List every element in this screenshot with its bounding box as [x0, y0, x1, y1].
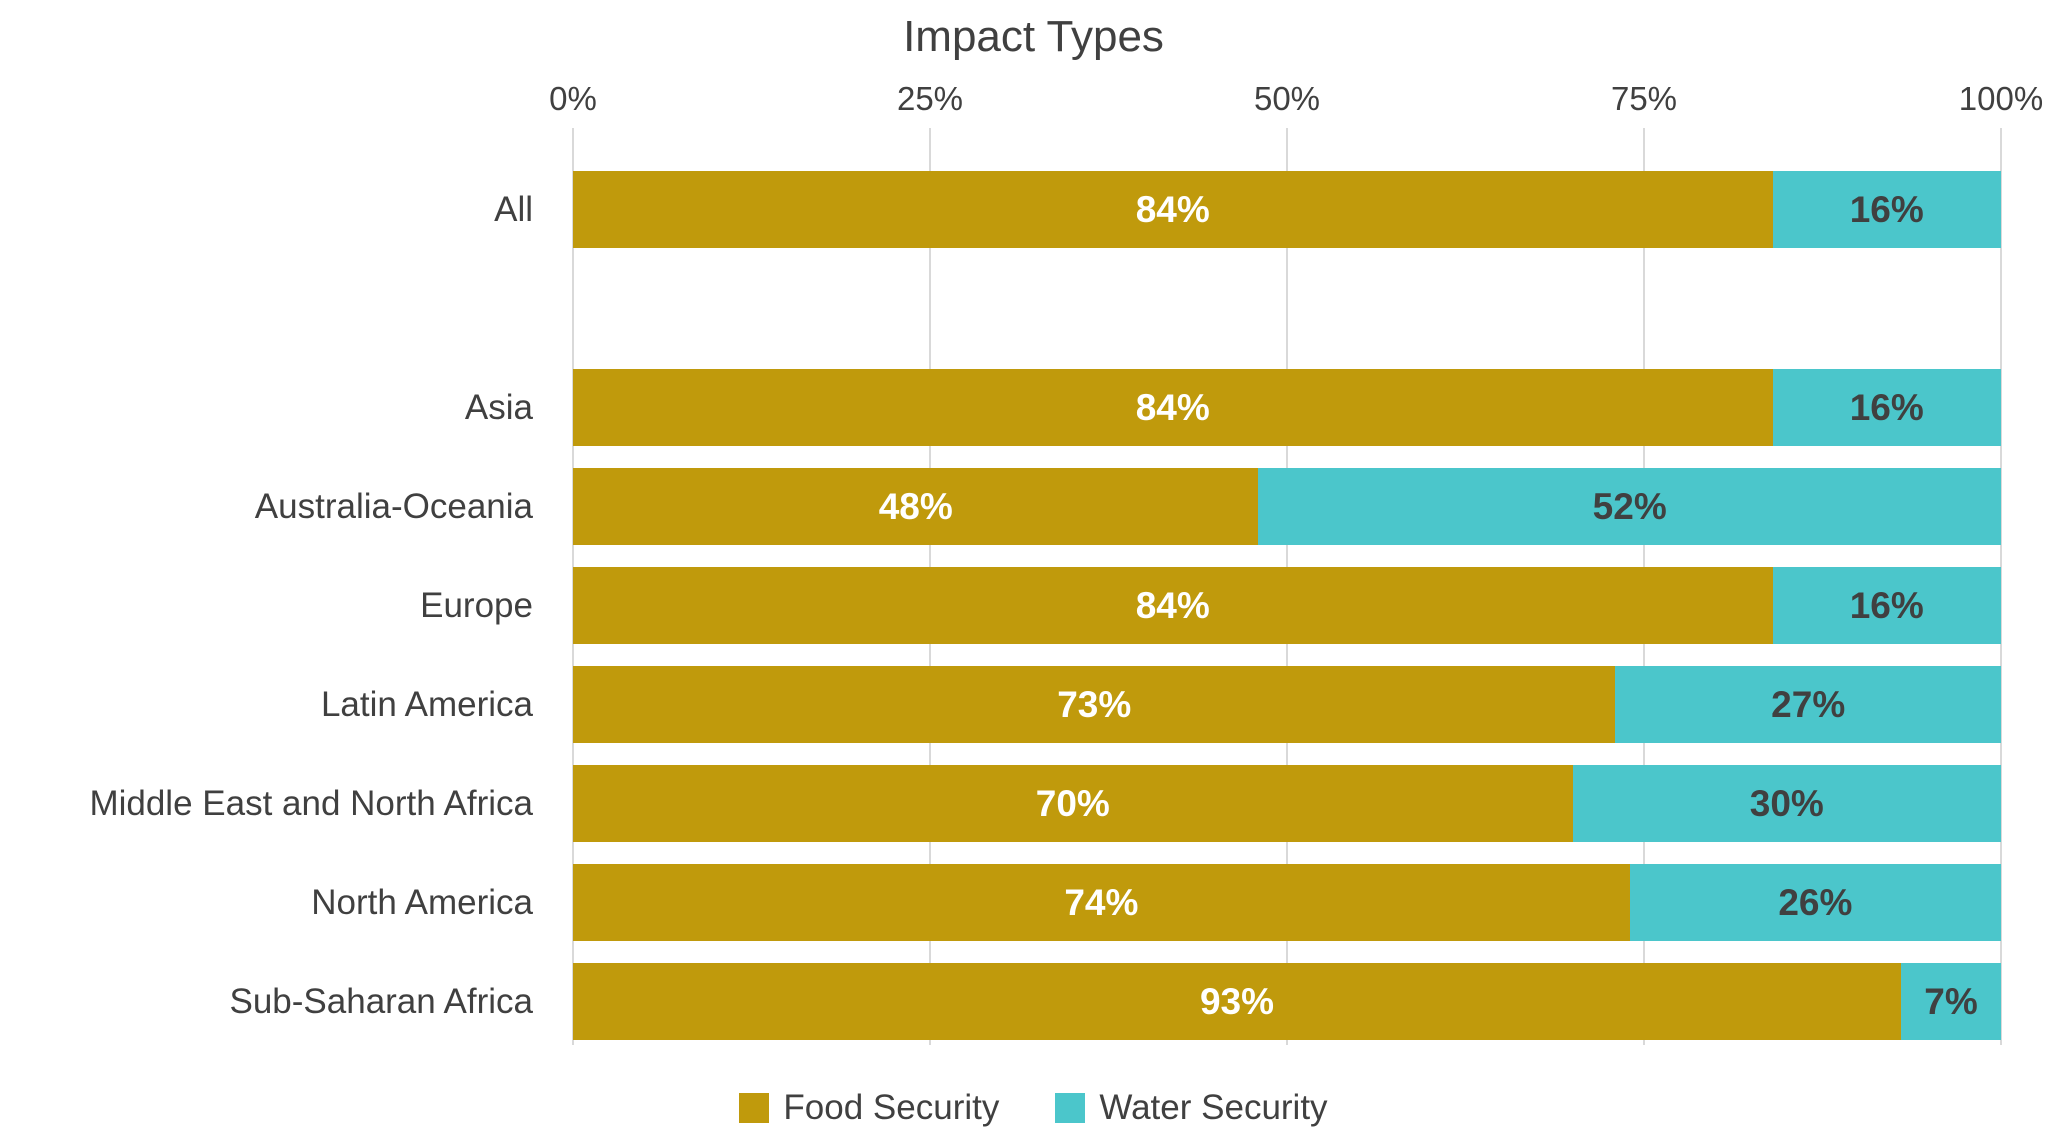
- water-security-bar: 30%: [1572, 765, 2001, 842]
- category-label: Latin America: [320, 684, 533, 724]
- water-security-bar: 16%: [1772, 369, 2001, 446]
- bar-group: 48% 52%: [573, 468, 2001, 545]
- chart-row-spacer: [0, 259, 2067, 358]
- water-security-bar: 26%: [1629, 864, 2001, 941]
- food-security-bar: 48%: [573, 468, 1259, 545]
- legend-swatch: [1055, 1093, 1086, 1123]
- chart-row: North America 74% 26%: [0, 853, 2067, 952]
- chart-row: Australia-Oceania 48% 52%: [0, 457, 2067, 556]
- food-security-bar: 84%: [573, 567, 1773, 644]
- category-label: North America: [311, 882, 533, 922]
- x-tick-label: 25%: [896, 80, 964, 117]
- bar-group: [573, 270, 2001, 347]
- chart-row: Middle East and North Africa 70% 30%: [0, 754, 2067, 853]
- x-tick-label: 100%: [1958, 80, 2044, 117]
- bar-value-label: 30%: [1749, 782, 1824, 824]
- bar-value-label: 16%: [1849, 584, 1924, 626]
- bar-value-label: 84%: [1135, 386, 1210, 428]
- legend-item: Food Security: [739, 1088, 999, 1128]
- legend-item: Water Security: [1055, 1088, 1328, 1128]
- bar-group: 73% 27%: [573, 666, 2001, 743]
- bar-value-label: 16%: [1849, 188, 1924, 230]
- bar-value-label: 84%: [1135, 188, 1210, 230]
- x-tick-label: 75%: [1610, 80, 1678, 117]
- bar-value-label: 93%: [1199, 980, 1275, 1022]
- water-security-bar: 16%: [1772, 567, 2001, 644]
- bar-group: 84% 16%: [573, 567, 2001, 644]
- category-label: Asia: [464, 387, 533, 427]
- category-label: Middle East and North Africa: [89, 783, 533, 823]
- water-security-bar: 16%: [1772, 171, 2001, 248]
- chart-row: Latin America 73% 27%: [0, 655, 2067, 754]
- chart-row: Asia 84% 16%: [0, 358, 2067, 457]
- food-security-bar: 73%: [573, 666, 1616, 743]
- bar-value-label: 70%: [1035, 782, 1110, 824]
- bar-group: 84% 16%: [573, 171, 2001, 248]
- category-label: Sub-Saharan Africa: [229, 981, 533, 1021]
- food-security-bar: 70%: [573, 765, 1573, 842]
- x-tick-label: 0%: [549, 80, 597, 117]
- legend-label: Water Security: [1099, 1088, 1328, 1127]
- food-security-bar: 84%: [573, 369, 1773, 446]
- bar-value-label: 73%: [1057, 683, 1132, 725]
- bar-value-label: 27%: [1771, 683, 1846, 725]
- water-security-bar: 27%: [1615, 666, 2001, 743]
- bar-value-label: 26%: [1778, 881, 1853, 923]
- bar-group: 93% 7%: [573, 963, 2001, 1040]
- chart-title: Impact Types: [903, 12, 1164, 61]
- legend: Food Security Water Security: [0, 1088, 2067, 1128]
- bar-value-label: 84%: [1135, 584, 1210, 626]
- bar-group: 84% 16%: [573, 369, 2001, 446]
- chart-row: All 84% 16%: [0, 160, 2067, 259]
- legend-swatch: [739, 1093, 770, 1123]
- bar-value-label: 52%: [1592, 485, 1667, 527]
- food-security-bar: 93%: [573, 963, 1902, 1040]
- category-label: Australia-Oceania: [254, 486, 533, 526]
- bar-value-label: 7%: [1924, 980, 1978, 1022]
- food-security-bar: 74%: [573, 864, 1630, 941]
- bar-value-label: 16%: [1849, 386, 1924, 428]
- category-label: All: [494, 189, 533, 229]
- bar-value-label: 48%: [878, 485, 953, 527]
- water-security-bar: 7%: [1901, 963, 2001, 1040]
- chart-row: Sub-Saharan Africa 93% 7%: [0, 952, 2067, 1051]
- x-tick-label: 50%: [1253, 80, 1321, 117]
- gridline: [2000, 128, 2002, 1045]
- bar-group: 70% 30%: [573, 765, 2001, 842]
- category-label: Europe: [420, 585, 533, 625]
- food-security-bar: 84%: [573, 171, 1773, 248]
- legend-label: Food Security: [783, 1088, 1000, 1127]
- water-security-bar: 52%: [1258, 468, 2001, 545]
- bar-group: 74% 26%: [573, 864, 2001, 941]
- chart-row: Europe 84% 16%: [0, 556, 2067, 655]
- x-axis: 0% 25% 50% 75% 100%: [549, 80, 2043, 122]
- bar-value-label: 74%: [1064, 881, 1139, 923]
- rows: All 84% 16% Asia 84% 16% Australia-Oceania 48% 5…: [0, 160, 2067, 1051]
